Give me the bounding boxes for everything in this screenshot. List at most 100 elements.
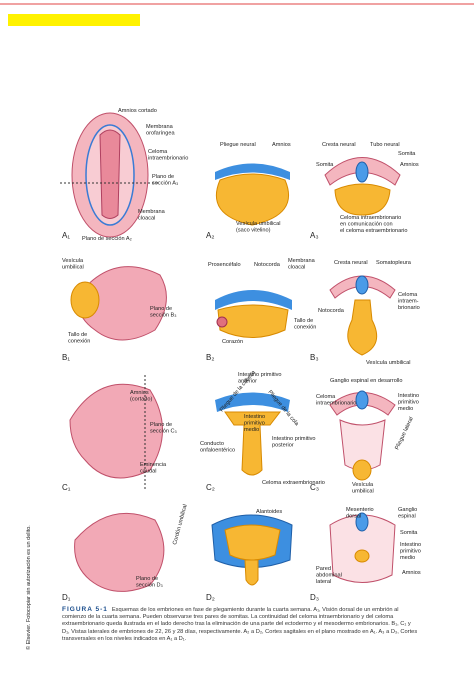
caption-text: Esquemas de los embriones en fase de ple… [62,607,418,642]
label: Plano de [150,422,172,428]
label: Plano de [152,174,174,180]
label: Corazón [222,339,243,345]
label: conexión [294,325,316,331]
drawings [60,112,401,592]
label: Somatopleura [376,260,412,266]
label: Cresta neural [322,142,356,148]
panel-id: C₃ [310,483,319,492]
label: (cortado) [130,397,153,403]
label: medio [400,555,415,561]
label: Celoma [316,394,336,400]
label: Alantoides [256,509,282,515]
label: Tallo de [68,332,87,338]
label: Celoma extraembrionario [262,480,325,486]
label: Somita [316,162,334,168]
label: caudal [140,469,156,475]
panel-id: D₃ [310,593,319,602]
label: el celoma extraembrionario [340,228,407,234]
label: Pliegue neural [220,142,256,148]
label: medio [398,406,413,412]
label: intraem- [398,299,419,305]
label: orofaríngea [146,131,175,137]
label: Amnios [130,390,149,396]
label: Tallo de [294,318,313,324]
label: Conducto [200,441,224,447]
label: dorsal [346,514,361,520]
label: sección C₃ [150,429,177,435]
panel-id: C₂ [206,483,215,492]
label: brionario [398,305,420,311]
label: Membrana [138,209,166,215]
label: Notocorda [254,262,281,268]
label: Plano de [150,306,172,312]
label: Notocorda [318,308,345,314]
label: Cordón umbilical [172,504,189,546]
panel-id: C₁ [62,483,71,492]
panel-id: A₂ [206,231,214,240]
panel-id: D₂ [206,593,215,602]
label: Membrana [288,258,316,264]
caption: FIGURA 5-1 Esquemas de los embriones en f… [62,606,418,643]
label: umbilical [352,489,374,495]
label: Eminencia [140,462,167,468]
label: en comunicación con [340,222,393,228]
label: cloacal [138,216,155,222]
label: Amnios [400,162,419,168]
label: Intestino primitivo [272,436,316,442]
label: Vesícula [352,482,374,488]
panel-id: D₁ [62,593,71,602]
label: Cresta neural [334,260,368,266]
highlight [8,14,140,26]
label: conexión [68,339,90,345]
caption-label: FIGURA 5-1 [62,606,108,613]
label: posterior [272,443,294,449]
label: Vesícula umbilical [236,221,280,227]
label: espinal [398,514,416,520]
panel-id: A₁ [62,231,70,240]
label: primitivo [398,400,419,406]
label: Somita [400,530,418,536]
copyright: © Elsevier. Fotocopiar sin autorización … [25,525,32,650]
label: intraembrionario [316,401,356,407]
label: Plano de sección A₂ [82,236,132,242]
label: Intestino [244,414,265,420]
label: Pared [316,566,331,572]
label: anterior [238,379,257,385]
label: intraembrionario [148,156,188,162]
label: Prosencéfalo [208,262,241,268]
label: Plano de [136,576,158,582]
label: onfaloentérico [200,448,235,454]
label: cloacal [288,265,305,271]
panel-id: B₁ [62,353,70,362]
label: Amnios [272,142,291,148]
label: lateral [316,579,331,585]
label: Ganglio [398,507,417,513]
label: abdominal [316,573,342,579]
label: Tubo neural [370,142,400,148]
label: Celoma intraembrionario [340,215,401,221]
label: Amnios [402,570,421,576]
label: umbilical [62,265,84,271]
panel-id: A₃ [310,231,319,240]
label: Intestino primitivo [238,372,282,378]
label: Amnios cortado [118,108,157,114]
label: sección B₃ [150,313,177,319]
label: primitivo [400,549,421,555]
label: Intestino [400,542,421,548]
label: sección D₃ [136,583,163,589]
label: Somita [398,151,416,157]
label: Celoma [398,292,418,298]
label: (saco vitelino) [236,228,271,234]
label: Membrana [146,124,174,130]
label: Vesícula [62,258,84,264]
panel-id: B₃ [310,353,319,362]
label: Ganglio espinal en desarrollo [330,378,402,384]
label: primitivo [244,421,265,427]
label: Intestino [398,393,419,399]
panel-id: B₂ [206,353,214,362]
label: Pliegue lateral [394,416,414,451]
label: Mesenterio [346,507,374,513]
label: sección A₃ [152,181,178,187]
